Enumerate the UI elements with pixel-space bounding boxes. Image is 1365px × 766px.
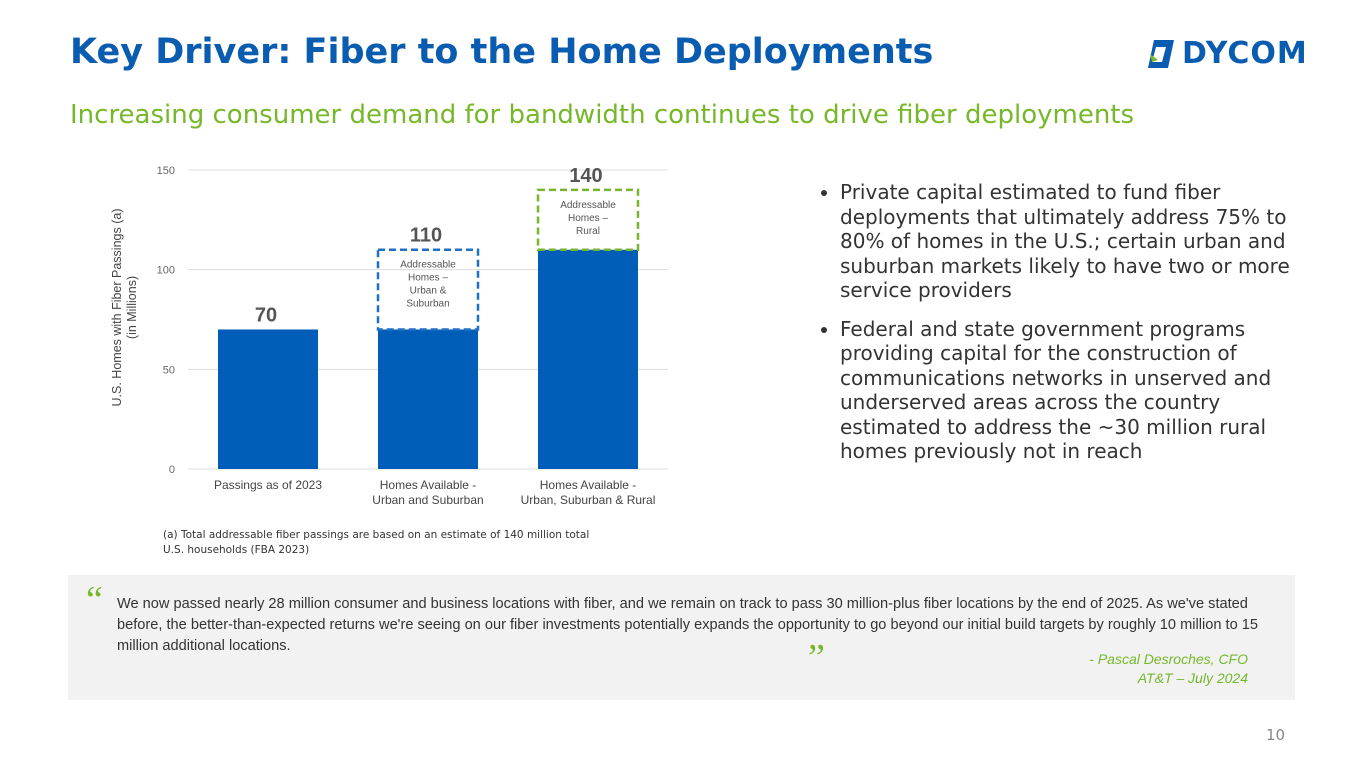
attribution: - Pascal Desroches, CFO AT&T – July 2024 — [1089, 650, 1248, 688]
y-tick-label: 150 — [157, 165, 175, 177]
open-quote: “ — [86, 579, 103, 621]
addressable-label: Rural — [576, 226, 600, 237]
bar — [218, 329, 318, 469]
y-axis-label: (in Millions) — [125, 276, 139, 339]
subtitle: Increasing consumer demand for bandwidth… — [70, 100, 1135, 130]
x-tick-label: Urban and Suburban — [372, 493, 483, 507]
x-tick-label: Homes Available - — [380, 478, 477, 492]
total-label: 110 — [410, 225, 442, 247]
logo-text: DYCOM — [1182, 36, 1308, 71]
close-quote: ” — [808, 637, 825, 679]
bullet: Private capital estimated to fund fiber … — [840, 180, 1310, 303]
chart: 0 50 100 150 U.S. Homes with Fiber Passings … — [110, 165, 668, 507]
bar — [538, 249, 638, 469]
author: - Pascal Desroches, CFO — [1089, 651, 1248, 667]
y-tick-label: 50 — [163, 364, 175, 376]
addressable-label: Homes – — [408, 273, 448, 284]
quote-box — [68, 575, 1295, 700]
addressable-label: Homes – — [568, 213, 608, 224]
total-label: 140 — [569, 165, 602, 187]
logo: DYCOM — [1144, 36, 1308, 71]
y-tick-label: 0 — [169, 464, 175, 476]
addressable-label: Addressable — [560, 200, 616, 211]
addressable-label: Urban & — [410, 286, 447, 297]
y-tick-label: 100 — [157, 265, 175, 277]
y-axis-label: U.S. Homes with Fiber Passings (a) — [110, 209, 124, 407]
addressable-label: Addressable — [400, 260, 456, 271]
x-tick-label: Homes Available - — [540, 478, 637, 492]
footnote: (a) Total addressable fiber passings are… — [163, 529, 590, 556]
addressable-box — [536, 188, 640, 251]
bullet-list: Private capital estimated to fund fiber … — [800, 180, 1310, 478]
total-label: 70 — [255, 304, 277, 326]
x-tick-label: Passings as of 2023 — [214, 478, 322, 492]
addressable-label: Suburban — [406, 299, 449, 310]
source: AT&T – July 2024 — [1137, 670, 1248, 686]
bullet: Federal and state government programs pr… — [840, 317, 1310, 464]
page-number: 10 — [1266, 726, 1286, 744]
logo-icon — [1148, 39, 1174, 68]
title: Key Driver: Fiber to the Home Deployment… — [70, 32, 934, 72]
addressable-box — [376, 248, 480, 331]
quote-text: We now passed nearly 28 million consumer… — [117, 596, 1258, 654]
x-tick-label: Urban, Suburban & Rural — [521, 493, 656, 507]
bar — [378, 329, 478, 469]
